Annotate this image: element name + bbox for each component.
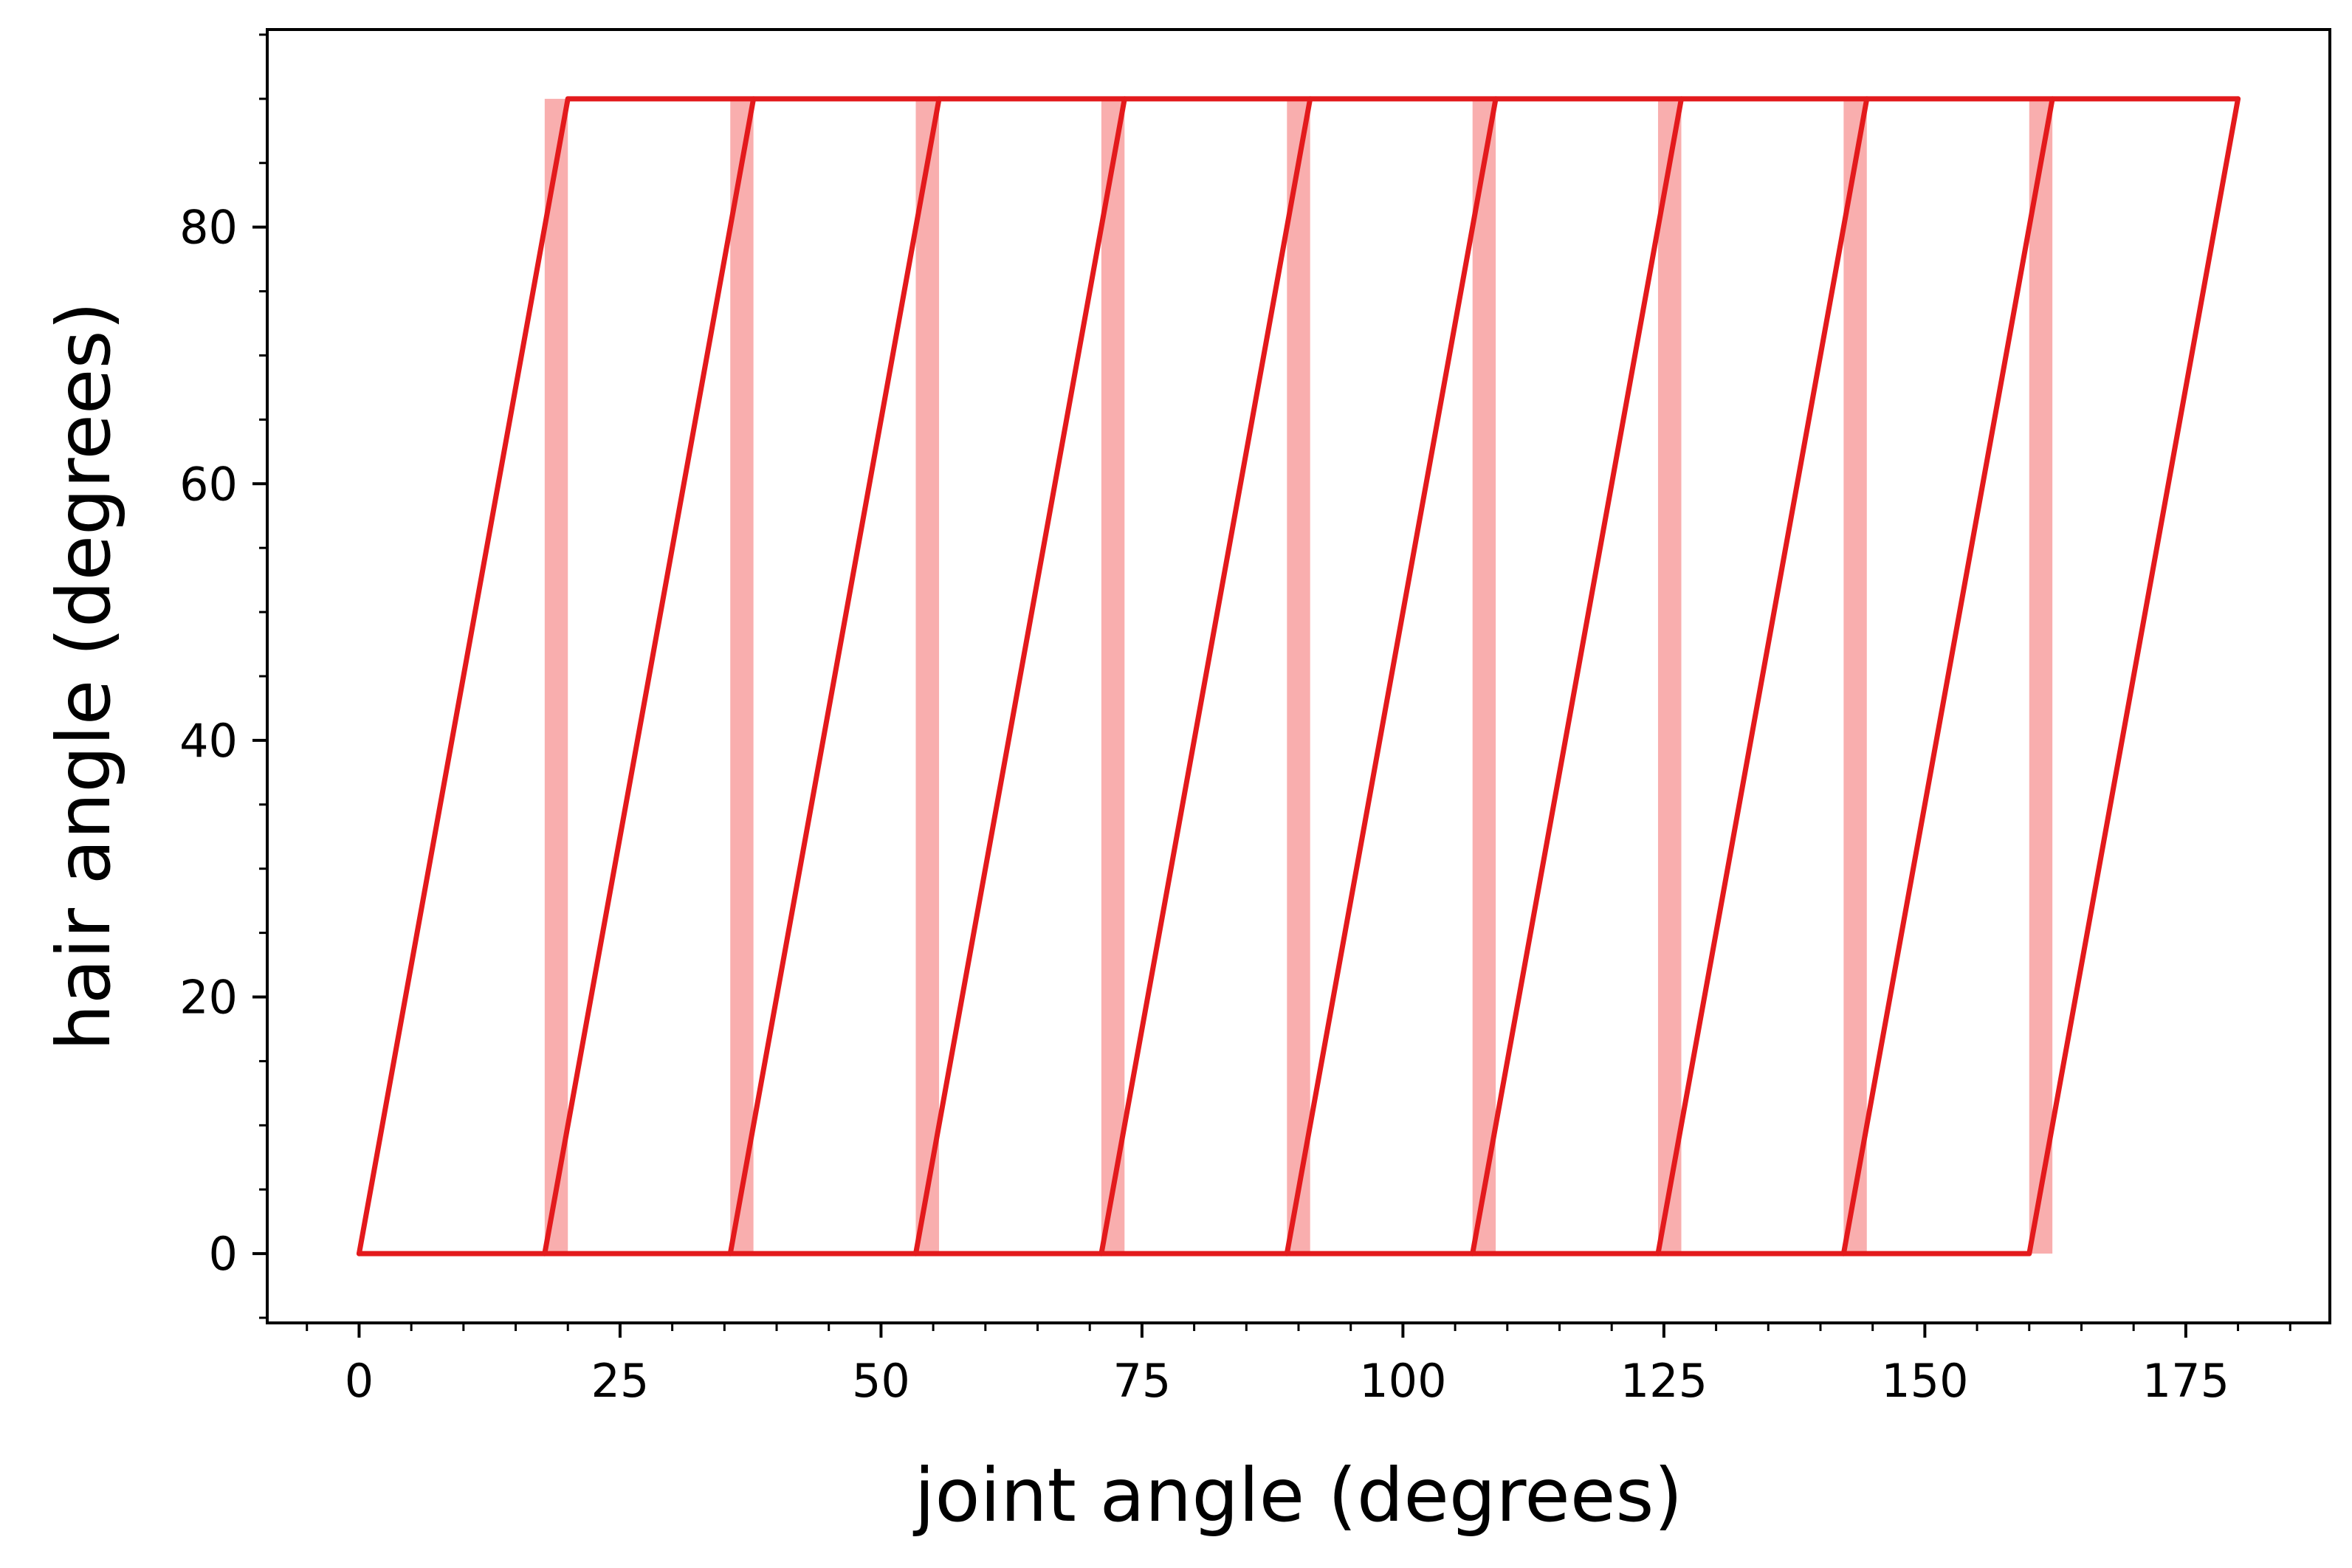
x-tick-label: 0 [345,1354,374,1408]
shaded-band-3 [1101,98,1125,1254]
y-tick-label: 20 [179,971,238,1025]
y-tick-label: 60 [179,457,238,511]
x-axis-ticks: 0 25 50 75 100 125 150 175 [306,1323,2291,1408]
series-line-3 [727,96,942,1256]
series-line-8 [1655,96,1870,1256]
shaded-band-6 [1657,98,1682,1254]
shaded-band-4 [1287,98,1310,1254]
x-tick-label: 150 [1881,1354,1968,1408]
y-tick-label: 80 [179,201,238,255]
series-line-5 [1098,96,1313,1256]
x-tick-label: 125 [1620,1354,1708,1408]
series-line-6 [1284,96,1499,1256]
shaded-band-5 [1472,98,1496,1254]
x-tick-label: 75 [1113,1354,1171,1408]
series-line-2 [542,96,757,1256]
shaded-band-0 [544,98,568,1254]
series-lines [356,96,2241,1256]
x-tick-label: 25 [591,1354,649,1408]
x-tick-label: 175 [2142,1354,2229,1408]
x-tick-label: 100 [1359,1354,1446,1408]
shaded-band-2 [915,98,940,1254]
y-tick-label: 40 [179,714,238,768]
shaded-bands [544,98,2053,1254]
y-tick-label: 0 [209,1227,238,1281]
series-line-4 [913,96,1127,1256]
y-axis-ticks: 0 20 40 60 80 [179,33,267,1319]
y-axis-label: hair angle (degrees) [41,301,127,1051]
series-line-7 [1470,96,1684,1256]
shaded-band-1 [730,98,754,1254]
x-axis-label: joint angle (degrees) [913,1452,1683,1538]
shaded-band-8 [2029,98,2053,1254]
shaded-band-7 [1843,98,1867,1254]
x-tick-label: 50 [852,1354,910,1408]
series-line-9 [1840,96,2055,1256]
